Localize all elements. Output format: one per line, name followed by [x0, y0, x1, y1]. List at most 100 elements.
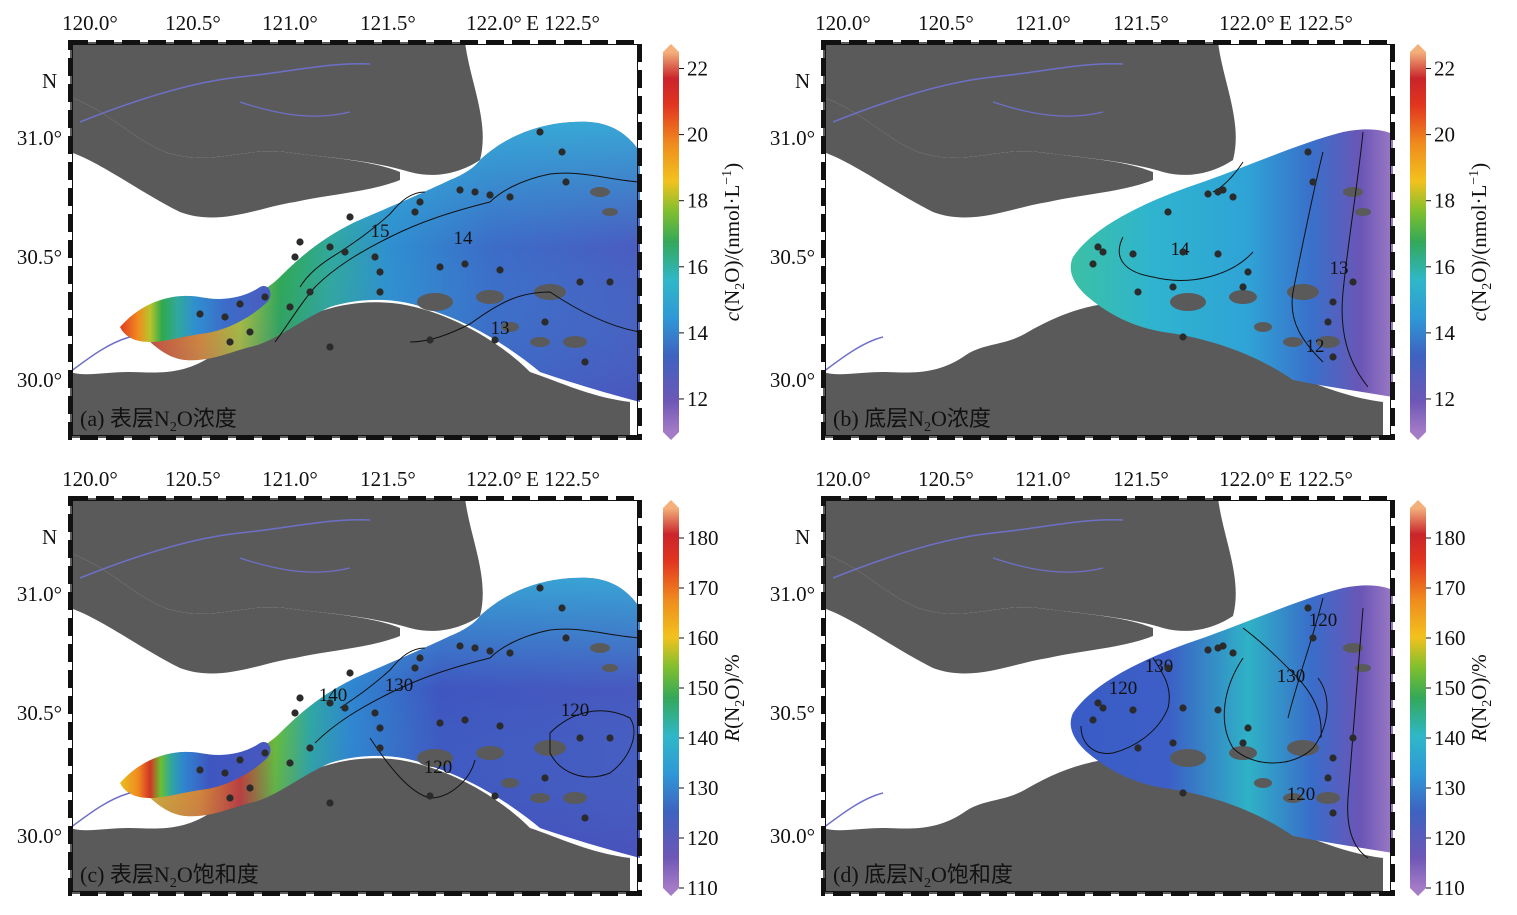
latitude-label: 31.0°: [770, 582, 815, 606]
station-dot: [371, 253, 379, 261]
longitude-label: 120.5°: [918, 11, 974, 35]
island: [563, 792, 587, 804]
map-frame-inner: [72, 500, 638, 892]
panel-label: (d) 底层N2O饱和度: [833, 862, 1013, 891]
station-dot: [1169, 739, 1177, 747]
station-dot: [416, 654, 424, 662]
contour-label: 13: [1330, 258, 1349, 279]
island: [1355, 208, 1371, 216]
island: [1170, 293, 1206, 311]
colorbar-tick-label: 170: [1434, 576, 1466, 600]
station-dot: [1214, 706, 1222, 714]
station-dot: [1129, 706, 1137, 714]
station-dot: [1179, 333, 1187, 341]
station-dot: [246, 328, 254, 336]
colorbar-tick-label: 130: [687, 776, 719, 800]
station-dot: [261, 749, 269, 757]
colorbar-tick-label: 20: [1434, 123, 1455, 147]
colorbar-bar: [1410, 508, 1426, 888]
longitude-label: E 122.5°: [1279, 11, 1353, 35]
station-dot: [326, 343, 334, 351]
colorbar-tick-label: 120: [687, 826, 719, 850]
land-south: [823, 668, 1383, 894]
colorbar-tick-label: 12: [1434, 387, 1455, 411]
colorbar-tick-label: 180: [1434, 526, 1466, 550]
colorbar-top-arrow: [663, 500, 679, 508]
station-dot: [1134, 288, 1142, 296]
station-dot: [496, 722, 504, 730]
latitude-label: 30.0°: [770, 368, 815, 392]
contour-label: 120: [424, 757, 453, 778]
land-middle: [823, 553, 1153, 674]
land-north: [70, 42, 483, 175]
island: [501, 778, 519, 788]
contour-label: 14: [1171, 239, 1191, 260]
station-dot: [376, 288, 384, 296]
island: [1287, 740, 1319, 756]
land-middle: [70, 97, 400, 218]
station-dot: [341, 704, 349, 712]
concentration-field-overlay: [140, 577, 640, 858]
river-line: [239, 557, 351, 573]
island: [1355, 664, 1371, 672]
station-dot: [456, 186, 464, 194]
contour-line: [1287, 597, 1324, 719]
longitude-label: 120.0°: [815, 467, 871, 491]
station-dot: [1304, 148, 1312, 156]
station-dot: [291, 253, 299, 261]
station-dot: [326, 799, 334, 807]
colorbar-tick-label: 140: [1434, 726, 1466, 750]
island: [563, 336, 587, 348]
station-dot: [411, 664, 419, 672]
land-south: [823, 212, 1383, 438]
station-dot: [346, 669, 354, 677]
station-dot: [558, 604, 566, 612]
colorbar-tick-label: 16: [687, 255, 708, 279]
station-dot: [376, 268, 384, 276]
station-dot: [306, 744, 314, 752]
latitude-label: 30.5°: [17, 701, 62, 725]
station-dot: [461, 716, 469, 724]
station-dot: [416, 198, 424, 206]
island: [476, 746, 504, 760]
land-south: [70, 668, 630, 894]
longitude-label: 120.5°: [165, 467, 221, 491]
panel-label: (c) 表层N2O饱和度: [80, 862, 259, 891]
station-dot: [1329, 298, 1337, 306]
longitude-label: 121.0°: [262, 11, 318, 35]
colorbar-top-arrow: [1410, 44, 1426, 52]
longitude-label: 120.0°: [62, 467, 118, 491]
longitude-label: E 122.5°: [1279, 467, 1353, 491]
contour-label: 13: [491, 318, 510, 339]
longitude-label: 120.0°: [62, 11, 118, 35]
station-dot: [461, 260, 469, 268]
station-dot: [496, 266, 504, 274]
island: [417, 749, 453, 767]
colorbar-bar: [663, 508, 679, 888]
station-dot: [341, 248, 349, 256]
longitude-label: 121.0°: [1015, 11, 1071, 35]
longitude-label: 120.0°: [815, 11, 871, 35]
colorbar-top-arrow: [663, 44, 679, 52]
longitude-label: 121.0°: [1015, 467, 1071, 491]
colorbar-bar: [1410, 52, 1426, 432]
station-dot: [1179, 789, 1187, 797]
station-dot: [1329, 353, 1337, 361]
station-dot: [1204, 646, 1212, 654]
station-dot: [506, 193, 514, 201]
colorbar-tick-label: 150: [1434, 676, 1466, 700]
station-dot: [486, 191, 494, 199]
river-line: [69, 792, 131, 829]
station-dot: [1329, 754, 1337, 762]
contour-line: [489, 628, 641, 659]
contour-label: 120: [1109, 678, 1138, 699]
station-dot: [296, 694, 304, 702]
contour-line: [1347, 607, 1369, 859]
colorbar-top-arrow: [1410, 500, 1426, 508]
north-label: N: [42, 69, 57, 93]
station-dot: [562, 634, 570, 642]
station-dot: [436, 719, 444, 727]
island: [1343, 187, 1363, 197]
river-line: [992, 101, 1104, 117]
